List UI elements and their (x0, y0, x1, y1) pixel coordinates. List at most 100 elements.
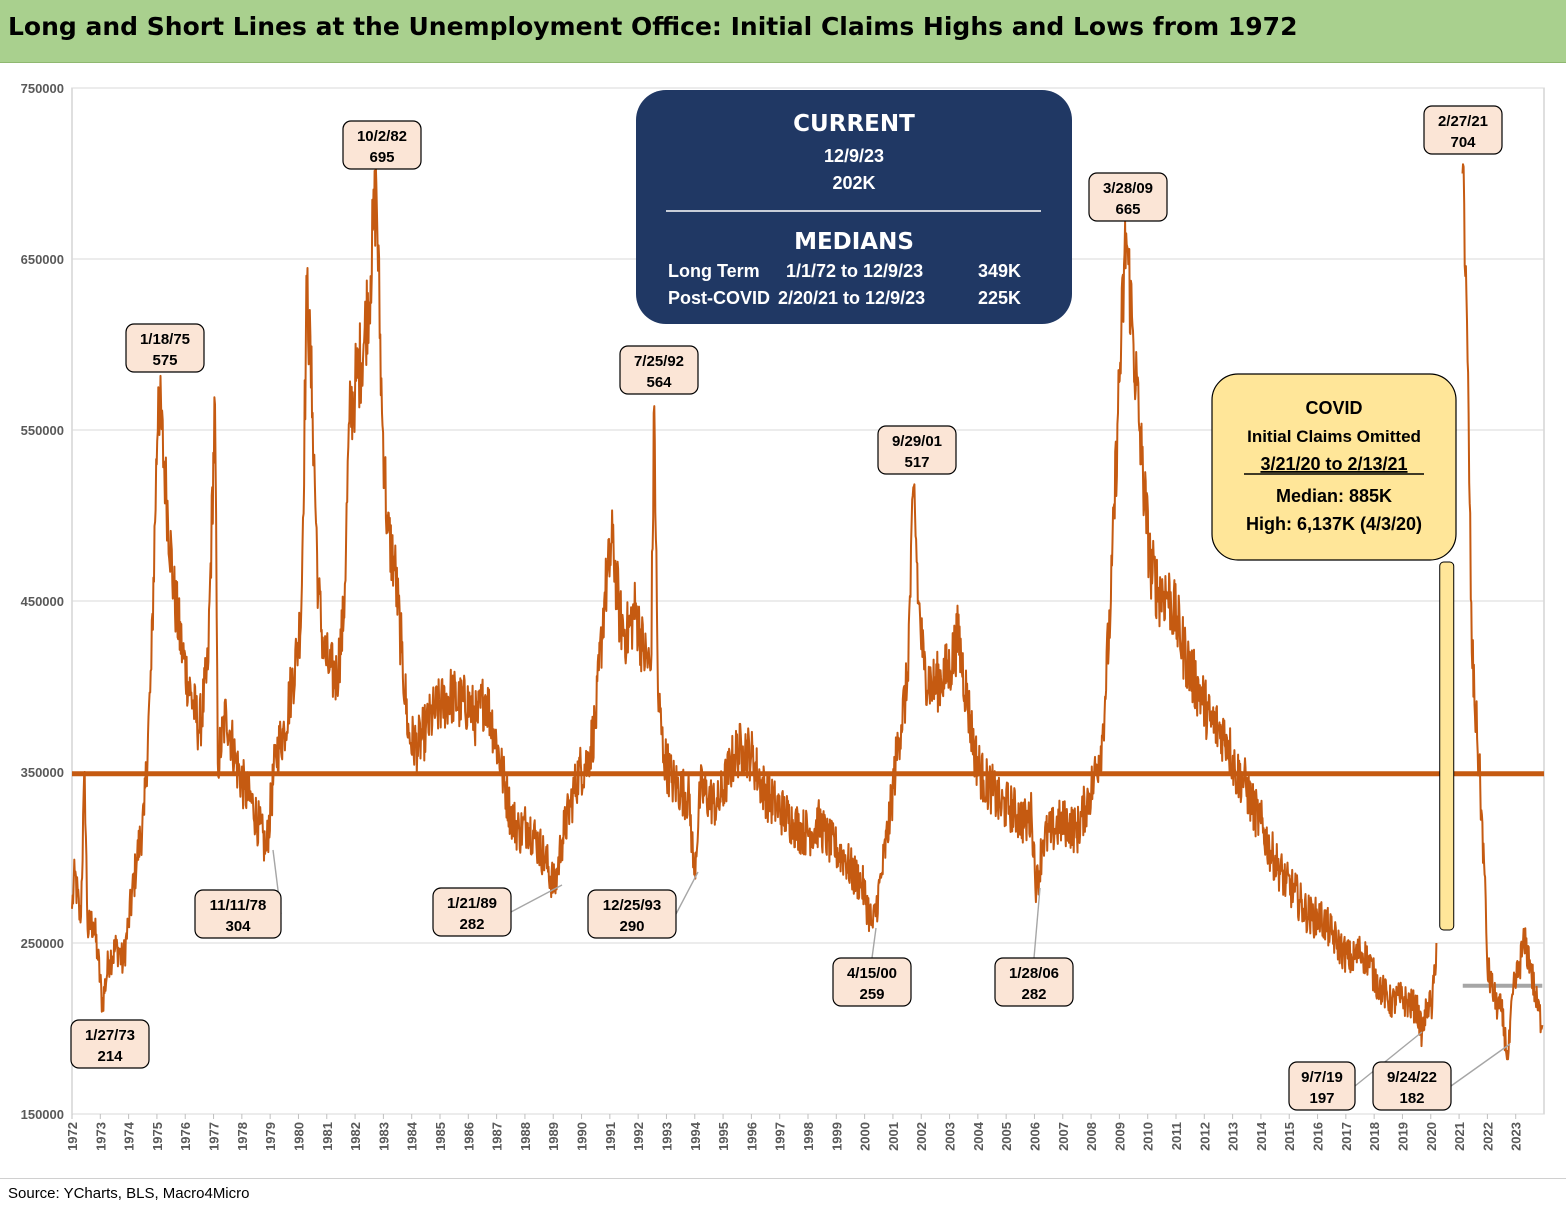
x-tick-label: 1987 (490, 1122, 505, 1151)
current-value: 202K (832, 173, 875, 193)
x-tick-label: 2004 (971, 1121, 986, 1151)
x-tick-label: 2005 (999, 1122, 1014, 1151)
annotation-value: 695 (369, 149, 394, 166)
x-tick-label: 1994 (688, 1121, 703, 1151)
x-tick-label: 1981 (320, 1122, 335, 1151)
y-tick-label: 150000 (21, 1107, 64, 1122)
x-tick-label: 2001 (886, 1122, 901, 1151)
x-tick-label: 1982 (348, 1122, 363, 1151)
x-tick-label: 1973 (93, 1122, 108, 1151)
x-tick-label: 1989 (546, 1122, 561, 1151)
covid-high: High: 6,137K (4/3/20) (1246, 514, 1422, 534)
x-tick-label: 2011 (1169, 1122, 1184, 1150)
annotation-box-high (125, 323, 205, 373)
annotation-leader-low (1354, 1031, 1423, 1087)
x-tick-label: 2015 (1282, 1122, 1297, 1151)
annotation-date: 7/25/92 (634, 353, 684, 370)
median-row-1-range: 1/1/72 to 12/9/23 (786, 261, 923, 281)
reference-lines (72, 771, 1544, 988)
x-tick-label: 1977 (207, 1122, 222, 1151)
current-date: 12/9/23 (824, 146, 884, 166)
x-tick-label: 1974 (122, 1121, 137, 1151)
x-tick-label: 1979 (263, 1122, 278, 1151)
annotation-value: 182 (1399, 1090, 1424, 1107)
covid-heading: COVID (1305, 398, 1362, 418)
current-heading: CURRENT (793, 111, 915, 137)
x-tick-label: 1986 (461, 1122, 476, 1151)
annotation-box-low (1372, 1061, 1452, 1111)
median-row-2-label: Post-COVID (668, 288, 770, 308)
annotation-value: 214 (97, 1048, 123, 1065)
y-tick-label: 650000 (21, 252, 64, 267)
annotation-box-high (1088, 172, 1168, 222)
x-tick-label: 2017 (1339, 1122, 1354, 1151)
x-axis-ticks: 1972 1973 1974 1975 1976 1977 1978 1979 1980 1981… (65, 1114, 1524, 1151)
chart-title: Long and Short Lines at the Unemployment… (8, 12, 1298, 41)
annotation-date: 3/28/09 (1103, 180, 1153, 197)
annotation-labels: 1/27/73 214 1/18/75 575 11/11/78 304 10/2/82 69… (70, 105, 1503, 1111)
x-tick-label: 1984 (405, 1121, 420, 1151)
annotation-value: 704 (1450, 134, 1476, 151)
median-row-2-value: 225K (978, 288, 1021, 308)
annotation-date: 10/2/82 (357, 128, 407, 145)
x-tick-label: 1983 (376, 1122, 391, 1151)
covid-gap-marker (1439, 561, 1455, 931)
x-tick-label: 2006 (1027, 1122, 1042, 1151)
annotation-box-high (1423, 105, 1503, 155)
y-tick-label: 450000 (21, 594, 64, 609)
annotation-value: 282 (459, 916, 484, 933)
footer-divider (0, 1178, 1566, 1179)
claims-series-line-2 (1461, 163, 1544, 1061)
annotation-date: 1/18/75 (140, 331, 190, 348)
medians-heading: MEDIANS (794, 229, 914, 255)
annotation-box-high (877, 425, 957, 475)
annotation-date: 9/7/19 (1301, 1069, 1343, 1086)
x-tick-label: 1991 (603, 1122, 618, 1151)
x-tick-label: 2010 (1141, 1122, 1156, 1151)
x-tick-label: 2021 (1452, 1122, 1467, 1151)
covid-range: 3/21/20 to 2/13/21 (1260, 454, 1407, 474)
x-tick-label: 2014 (1254, 1121, 1269, 1151)
annotation-leader-low (871, 927, 877, 959)
annotation-box-low (194, 889, 282, 939)
median-row-1-label: Long Term (668, 261, 760, 281)
x-tick-label: 2022 (1480, 1122, 1495, 1151)
x-tick-label: 2000 (858, 1122, 873, 1151)
annotation-box-low (994, 957, 1074, 1007)
covid-gap-bar (1439, 561, 1455, 931)
median-row-2-range: 2/20/21 to 12/9/23 (778, 288, 925, 308)
annotation-value: 304 (225, 918, 251, 935)
y-axis-ticks: 150000 250000 350000 450000 550000 650000 7500… (21, 81, 64, 1122)
x-tick-label: 1990 (575, 1122, 590, 1151)
annotation-date: 4/15/00 (847, 965, 897, 982)
y-tick-label: 550000 (21, 423, 64, 438)
x-tick-label: 1985 (433, 1122, 448, 1151)
annotation-date: 9/24/22 (1387, 1069, 1437, 1086)
covid-subheading: Initial Claims Omitted (1247, 427, 1421, 446)
annotation-value: 290 (619, 918, 644, 935)
x-tick-label: 2016 (1311, 1122, 1326, 1151)
x-tick-label: 1980 (291, 1122, 306, 1151)
annotation-leader-low (1450, 1043, 1511, 1087)
x-tick-label: 2018 (1367, 1122, 1382, 1151)
annotation-date: 12/25/93 (603, 897, 661, 914)
median-row-1-value: 349K (978, 261, 1021, 281)
x-tick-label: 2009 (1112, 1122, 1127, 1151)
annotation-leader-low (1033, 887, 1041, 959)
covid-box: COVID Initial Claims Omitted 3/21/20 to … (1211, 373, 1457, 561)
annotation-box-low (1288, 1061, 1356, 1111)
x-tick-label: 1996 (744, 1122, 759, 1151)
x-tick-label: 2019 (1395, 1122, 1410, 1151)
annotation-box-high (619, 345, 699, 395)
annotation-leader-low (675, 871, 699, 915)
annotation-value: 259 (859, 986, 884, 1003)
x-tick-label: 1999 (829, 1122, 844, 1151)
x-tick-label: 1988 (518, 1122, 533, 1151)
annotation-box-low (587, 889, 677, 939)
annotation-value: 517 (904, 454, 929, 471)
x-tick-label: 1972 (65, 1122, 80, 1151)
annotation-value: 564 (646, 374, 672, 391)
x-tick-label: 2013 (1226, 1122, 1241, 1151)
x-tick-label: 2007 (1056, 1122, 1071, 1151)
source-note: Source: YCharts, BLS, Macro4Micro (8, 1185, 250, 1202)
